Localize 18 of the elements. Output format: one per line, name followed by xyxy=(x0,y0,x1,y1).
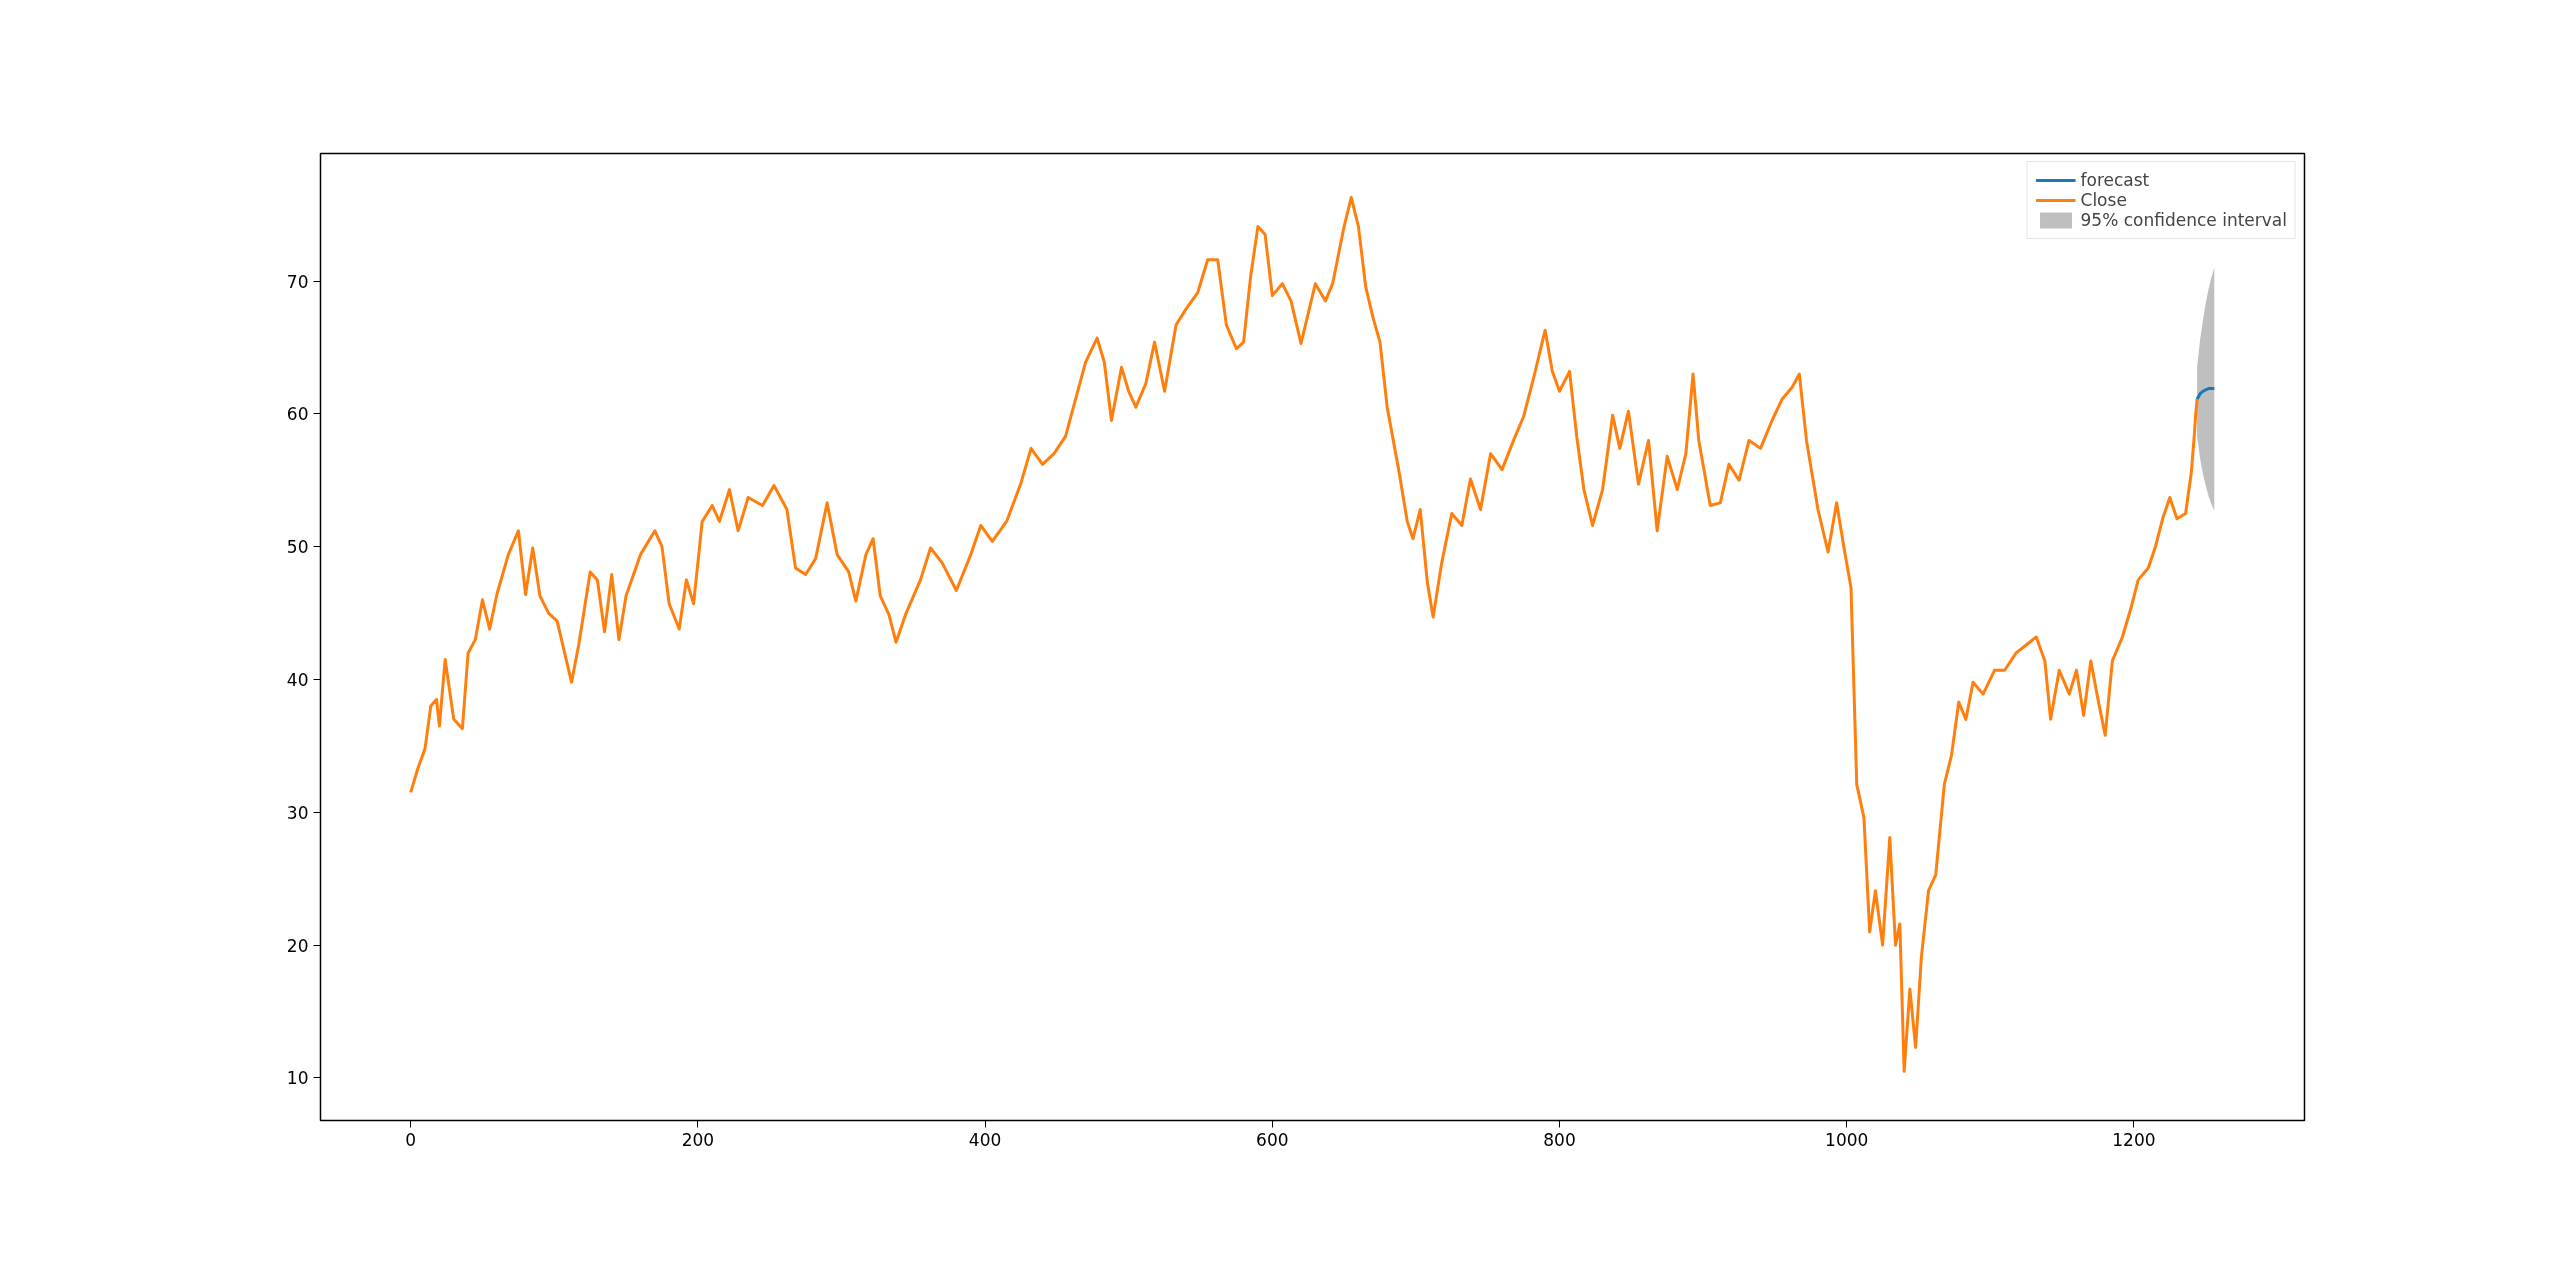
y-tick-label: 10 xyxy=(286,1068,309,1089)
y-tick-label: 70 xyxy=(286,271,309,292)
legend-label: 95% confidence interval xyxy=(2080,210,2287,230)
x-tick-label: 0 xyxy=(405,1129,417,1150)
y-tick-label: 30 xyxy=(286,802,309,823)
x-tick-label: 800 xyxy=(1543,1129,1576,1150)
x-tick-label: 400 xyxy=(968,1129,1002,1150)
y-tick-label: 20 xyxy=(286,935,309,956)
y-tick-label: 60 xyxy=(286,404,309,425)
x-tick-label: 600 xyxy=(1256,1129,1289,1150)
line-series xyxy=(2195,387,2216,401)
x-tick-label: 1200 xyxy=(2112,1129,2156,1150)
y-tick-label: 40 xyxy=(286,670,309,691)
x-tick-label: 200 xyxy=(681,1129,715,1150)
y-tick-label: 50 xyxy=(286,537,309,558)
legend-label: forecast xyxy=(2080,170,2150,190)
x-tick-label: 1000 xyxy=(1825,1129,1869,1150)
legend-label: Close xyxy=(2080,190,2127,210)
